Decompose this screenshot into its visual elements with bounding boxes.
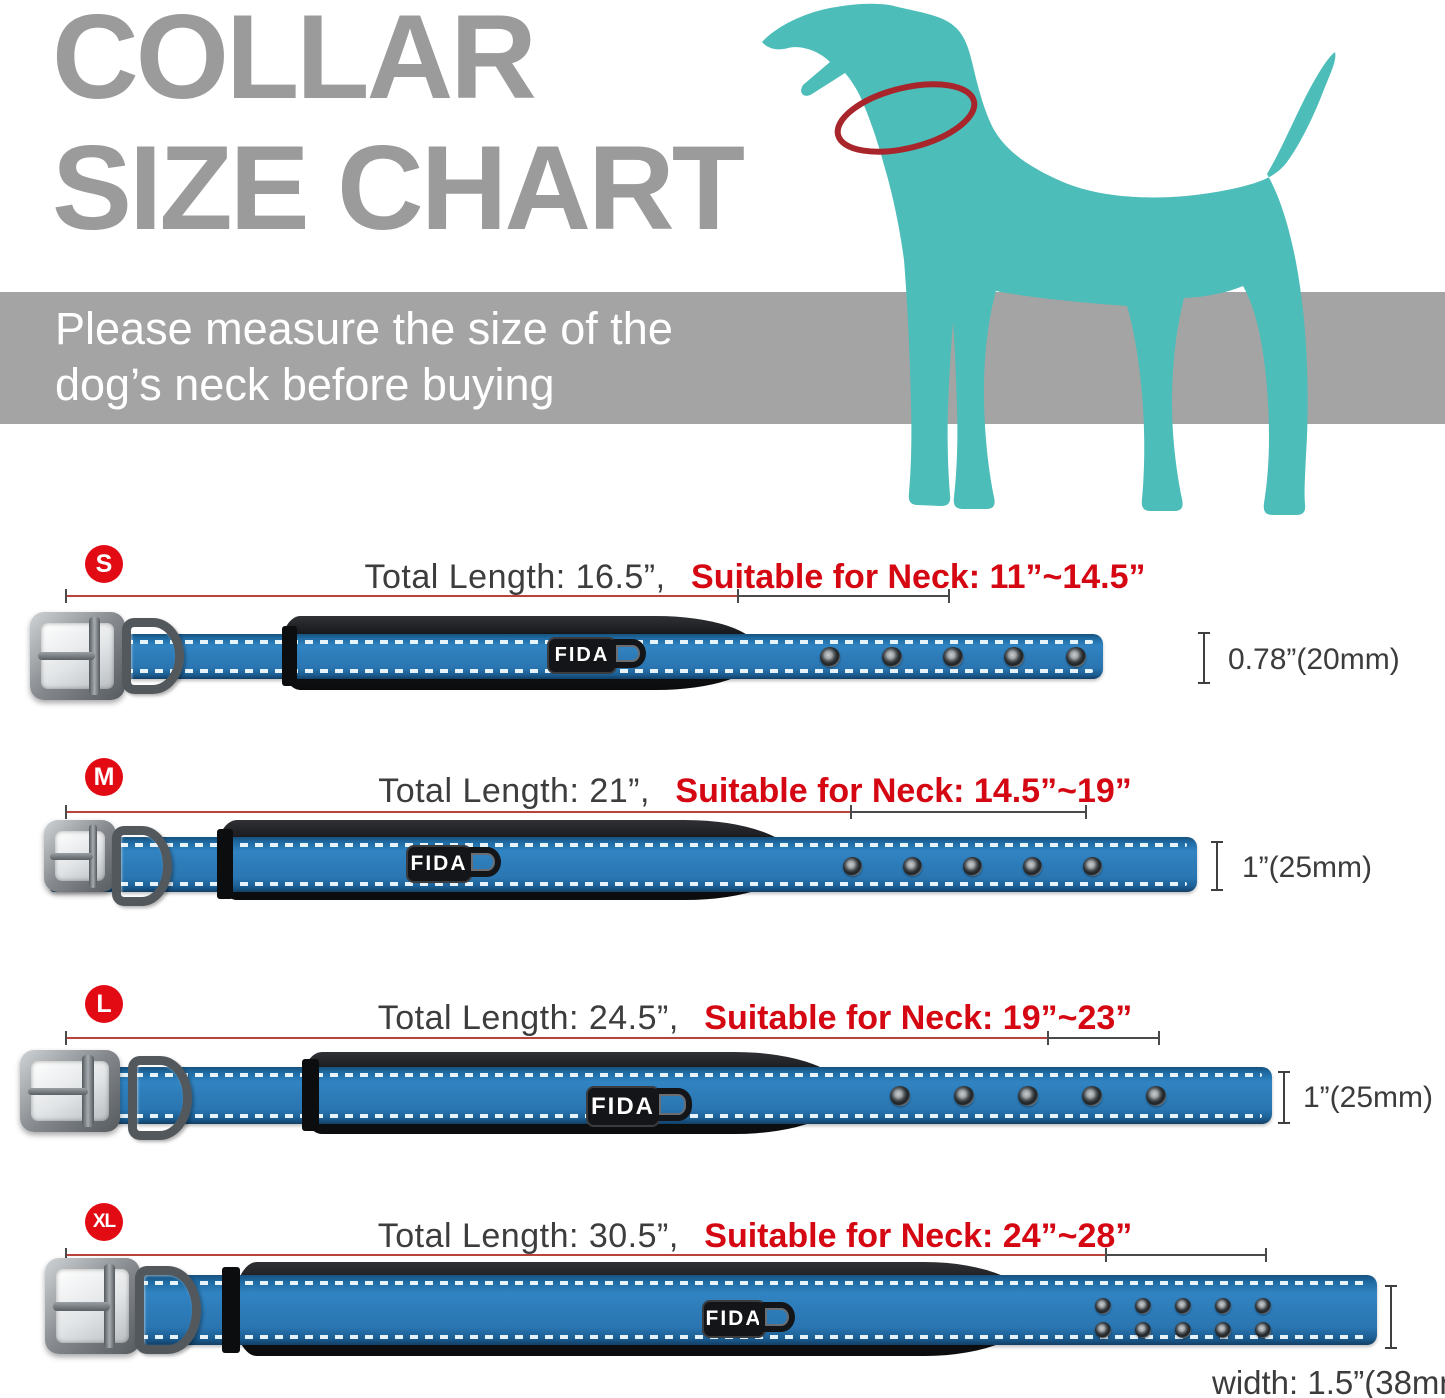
neck-measure-ring xyxy=(834,81,978,155)
measure-line-s xyxy=(65,589,950,603)
size-badge-xl: XL xyxy=(85,1203,123,1241)
size-text-s: Total Length: 16.5”, Suitable for Neck: … xyxy=(255,558,1255,597)
eyelet xyxy=(903,857,922,876)
eyelet xyxy=(1146,1086,1166,1106)
d-ring xyxy=(135,1266,201,1354)
title-line-1: COLLAR xyxy=(52,0,537,124)
brand-tag: FIDA xyxy=(702,1300,766,1338)
tag-loop xyxy=(653,1088,692,1121)
measure-line-m xyxy=(65,805,1087,819)
brand-tag: FIDA xyxy=(586,1086,660,1127)
eyelet xyxy=(943,647,963,667)
tag-loop xyxy=(465,847,501,877)
brand-tag: FIDA xyxy=(406,845,472,883)
size-text-m: Total Length: 21”, Suitable for Neck: 14… xyxy=(255,772,1255,811)
brand-tag: FIDA xyxy=(547,637,617,674)
collar-keeper xyxy=(222,1267,240,1353)
notice-text: Please measure the size of the dog’s neck… xyxy=(55,301,673,414)
buckle-prong xyxy=(52,1302,110,1311)
tag-loop xyxy=(610,639,646,668)
width-bracket-xl xyxy=(1385,1285,1397,1349)
measure-line-xl xyxy=(65,1248,1267,1262)
eyelet xyxy=(890,1086,910,1106)
dog-silhouette xyxy=(762,3,1336,516)
size-badge-l: L xyxy=(85,985,123,1023)
suitable-neck-l: Suitable for Neck: 19”~23” xyxy=(704,999,1133,1037)
buckle-roller xyxy=(88,824,98,888)
eyelet xyxy=(1082,1086,1102,1106)
size-text-xl: Total Length: 30.5”, Suitable for Neck: … xyxy=(255,1217,1255,1256)
eyelet xyxy=(843,857,862,876)
collar-keeper xyxy=(282,626,297,686)
eyelet xyxy=(1135,1322,1151,1338)
d-ring xyxy=(122,618,184,694)
width-bracket-s xyxy=(1198,632,1210,684)
width-label-m: 1”(25mm) xyxy=(1242,851,1373,884)
eyelet xyxy=(1095,1322,1111,1338)
notice-line-2: dog’s neck before buying xyxy=(55,359,555,411)
eyelet xyxy=(1004,647,1024,667)
buckle-prong xyxy=(49,853,93,860)
suitable-neck-xl: Suitable for Neck: 24”~28” xyxy=(704,1217,1133,1255)
total-length-s: Total Length: 16.5”, xyxy=(364,558,666,596)
collar-keeper xyxy=(302,1059,319,1131)
dog-body-shape xyxy=(762,3,1336,516)
d-ring xyxy=(128,1056,192,1140)
size-badge-m: M xyxy=(85,758,123,796)
eyelet xyxy=(1095,1298,1111,1314)
buckle-prong xyxy=(37,652,95,661)
notice-line-1: Please measure the size of the xyxy=(55,303,673,354)
eyelet xyxy=(1215,1298,1231,1314)
width-label-s: 0.78”(20mm) xyxy=(1228,643,1400,676)
size-badge-s: S xyxy=(85,545,123,583)
tag-loop xyxy=(759,1302,795,1332)
buckle-prong xyxy=(28,1087,88,1096)
size-text-l: Total Length: 24.5”, Suitable for Neck: … xyxy=(255,999,1255,1038)
eyelet xyxy=(1255,1322,1271,1338)
total-length-xl: Total Length: 30.5”, xyxy=(377,1217,679,1255)
eyelet xyxy=(1066,647,1086,667)
width-bracket-m xyxy=(1211,841,1223,891)
suitable-neck-s: Suitable for Neck: 11”~14.5” xyxy=(691,558,1146,596)
eyelet xyxy=(1018,1086,1038,1106)
suitable-neck-m: Suitable for Neck: 14.5”~19” xyxy=(675,772,1132,810)
buckle-roller xyxy=(82,1054,94,1128)
eyelet xyxy=(820,647,840,667)
title-line-2: SIZE CHART xyxy=(52,120,745,255)
collar-keeper xyxy=(217,829,233,899)
page-title: COLLAR SIZE CHART xyxy=(52,0,745,255)
eyelet xyxy=(1175,1322,1191,1338)
collar-buckle xyxy=(45,1258,140,1354)
width-label-l: 1”(25mm) xyxy=(1303,1081,1434,1114)
collar-buckle xyxy=(30,612,125,700)
measure-line-l xyxy=(65,1031,1160,1045)
total-length-m: Total Length: 21”, xyxy=(378,772,650,810)
eyelet xyxy=(954,1086,974,1106)
total-length-l: Total Length: 24.5”, xyxy=(377,999,679,1037)
width-label-xl: width: 1.5”(38mm) xyxy=(1212,1364,1445,1398)
collar-buckle xyxy=(20,1050,120,1132)
eyelet xyxy=(1083,857,1102,876)
eyelet xyxy=(1023,857,1042,876)
collar-buckle xyxy=(44,820,116,892)
width-bracket-l xyxy=(1278,1071,1290,1124)
collar-strap xyxy=(50,837,1197,892)
notice-banner xyxy=(0,292,1445,424)
eyelet xyxy=(963,857,982,876)
eyelet xyxy=(1255,1298,1271,1314)
eyelet xyxy=(882,647,902,667)
eyelet xyxy=(1135,1298,1151,1314)
eyelet xyxy=(1175,1298,1191,1314)
d-ring xyxy=(112,826,172,906)
eyelet xyxy=(1215,1322,1231,1338)
